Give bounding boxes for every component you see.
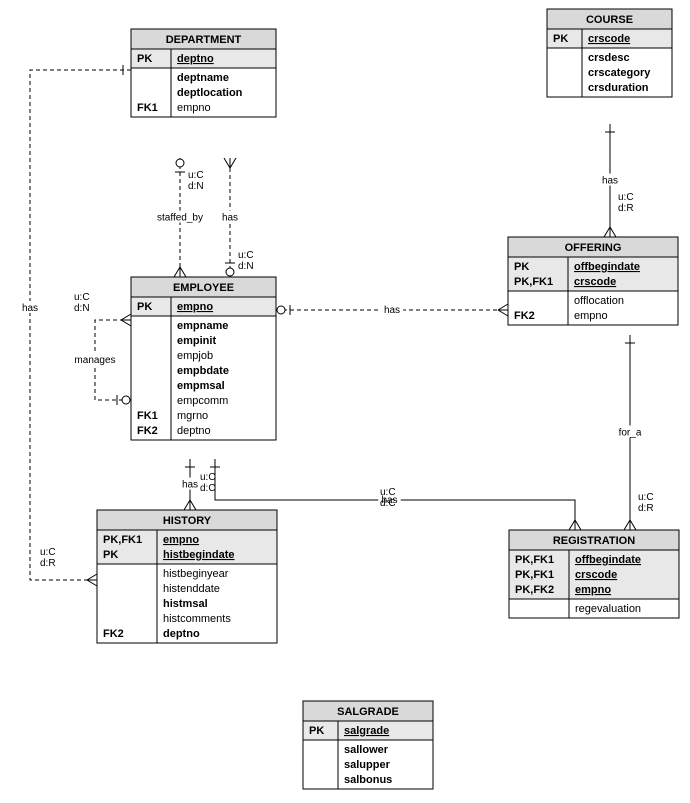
cardinality: u:C xyxy=(74,292,90,303)
attr: empbdate xyxy=(177,365,229,377)
attr: empname xyxy=(177,320,228,332)
rel-label: has xyxy=(222,213,238,224)
key-label: PK xyxy=(309,725,324,737)
cardinality: d:N xyxy=(74,303,90,314)
rel-label: has xyxy=(182,480,198,491)
key-label: PK,FK1 xyxy=(514,276,553,288)
entity-course: COURSE PK crscode crsdesc crscategory crsdura… xyxy=(547,9,672,97)
attr: histmsal xyxy=(163,598,208,610)
key-label: PK xyxy=(137,53,152,65)
attr: mgrno xyxy=(177,410,208,422)
entity-offering: OFFERING PK PK,FK1 offbegindate crscode FK2 of… xyxy=(508,237,678,325)
key-label: FK2 xyxy=(103,628,124,640)
relationship-emp-dept-has: has u:Cd:N xyxy=(219,158,254,277)
attr: crscategory xyxy=(588,67,651,79)
entity-title: REGISTRATION xyxy=(553,535,635,547)
rel-label: has xyxy=(22,303,38,314)
key-label: FK2 xyxy=(137,425,158,437)
relationship-emp-self-manages: manages u:Cd:N xyxy=(73,292,131,405)
attr: crscode xyxy=(574,276,616,288)
cardinality: u:C xyxy=(380,487,396,498)
key-label: FK1 xyxy=(137,410,158,422)
key-label: PK xyxy=(514,261,529,273)
entity-title: SALGRADE xyxy=(337,706,399,718)
attr: crsdesc xyxy=(588,52,630,64)
attr: empno xyxy=(574,310,608,322)
attr: sallower xyxy=(344,744,389,756)
attr: empcomm xyxy=(177,395,228,407)
attr: crsduration xyxy=(588,82,649,94)
attr: empno xyxy=(575,584,611,596)
cardinality: d:R xyxy=(618,203,634,214)
attr: deptlocation xyxy=(177,87,243,99)
relationship-off-reg-fora: for_a u:Cd:R xyxy=(613,335,653,530)
key-label: PK,FK1 xyxy=(103,534,142,546)
relationship-dept-hist-has: hasu:Cd:R xyxy=(19,65,131,586)
attr: deptno xyxy=(177,425,211,437)
cardinality: u:C xyxy=(618,192,634,203)
key-label: FK2 xyxy=(514,310,535,322)
cardinality: d:C xyxy=(200,483,216,494)
attr: regevaluation xyxy=(575,603,641,615)
key-label: PK,FK1 xyxy=(515,554,554,566)
cardinality: u:C xyxy=(40,547,56,558)
entity-department: DEPARTMENT PK deptno FK1 deptname deptlocatio… xyxy=(131,29,276,117)
cardinality: d:N xyxy=(188,181,204,192)
rel-label: manages xyxy=(74,355,115,366)
cardinality: u:C xyxy=(638,492,654,503)
key-label: PK,FK1 xyxy=(515,569,554,581)
entity-salgrade: SALGRADE PK salgrade sallower salupper salbon… xyxy=(303,701,433,789)
entity-title: DEPARTMENT xyxy=(166,34,242,46)
cardinality: d:N xyxy=(238,261,254,272)
attr: salupper xyxy=(344,759,391,771)
rel-label: for_a xyxy=(619,428,642,439)
attr: empno xyxy=(177,102,211,114)
attr: histbeginyear xyxy=(163,568,229,580)
key-label: PK xyxy=(103,549,118,561)
attr: empno xyxy=(163,534,199,546)
key-label: PK xyxy=(553,33,568,45)
cardinality: u:C xyxy=(188,170,204,181)
attr: empno xyxy=(177,301,213,313)
cardinality: d:C xyxy=(380,498,396,509)
key-label: PK xyxy=(137,301,152,313)
cardinality: d:R xyxy=(638,503,654,514)
entity-employee: EMPLOYEE PK empno FK1 FK2 empname empinit empjo… xyxy=(131,277,276,440)
attr: offlocation xyxy=(574,295,624,307)
attr: empjob xyxy=(177,350,213,362)
rel-label: staffed_by xyxy=(157,213,203,224)
attr: empinit xyxy=(177,335,216,347)
attr: empmsal xyxy=(177,380,225,392)
rel-label: has xyxy=(384,305,400,316)
cardinality: u:C xyxy=(238,250,254,261)
attr: deptno xyxy=(163,628,200,640)
attr: crscode xyxy=(575,569,617,581)
relationship-course-off-has: hasu:Cd:R xyxy=(599,124,634,237)
key-label: PK,FK2 xyxy=(515,584,554,596)
cardinality: d:R xyxy=(40,558,56,569)
attr: histcomments xyxy=(163,613,231,625)
entity-title: OFFERING xyxy=(565,242,622,254)
attr: deptname xyxy=(177,72,229,84)
entity-title: EMPLOYEE xyxy=(173,282,234,294)
entity-registration: REGISTRATION PK,FK1 PK,FK1 PK,FK2 offbeginda… xyxy=(509,530,679,618)
relationship-dept-emp-staffedby: staffed_by u:Cd:N xyxy=(150,158,211,277)
attr: histbegindate xyxy=(163,549,235,561)
cardinality: u:C xyxy=(200,472,216,483)
relationship-emp-off-has: has xyxy=(276,303,508,316)
entity-history: HISTORY PK,FK1 PK empno histbegindate FK2 hist… xyxy=(97,510,277,643)
attr: offbegindate xyxy=(574,261,640,273)
attr: salbonus xyxy=(344,774,392,786)
rel-label: has xyxy=(602,176,618,187)
attr: crscode xyxy=(588,33,630,45)
attr: offbegindate xyxy=(575,554,641,566)
attr: salgrade xyxy=(344,725,389,737)
entity-title: HISTORY xyxy=(163,515,212,527)
key-label: FK1 xyxy=(137,102,158,114)
entity-title: COURSE xyxy=(586,14,633,26)
attr: histenddate xyxy=(163,583,220,595)
attr: deptno xyxy=(177,53,214,65)
